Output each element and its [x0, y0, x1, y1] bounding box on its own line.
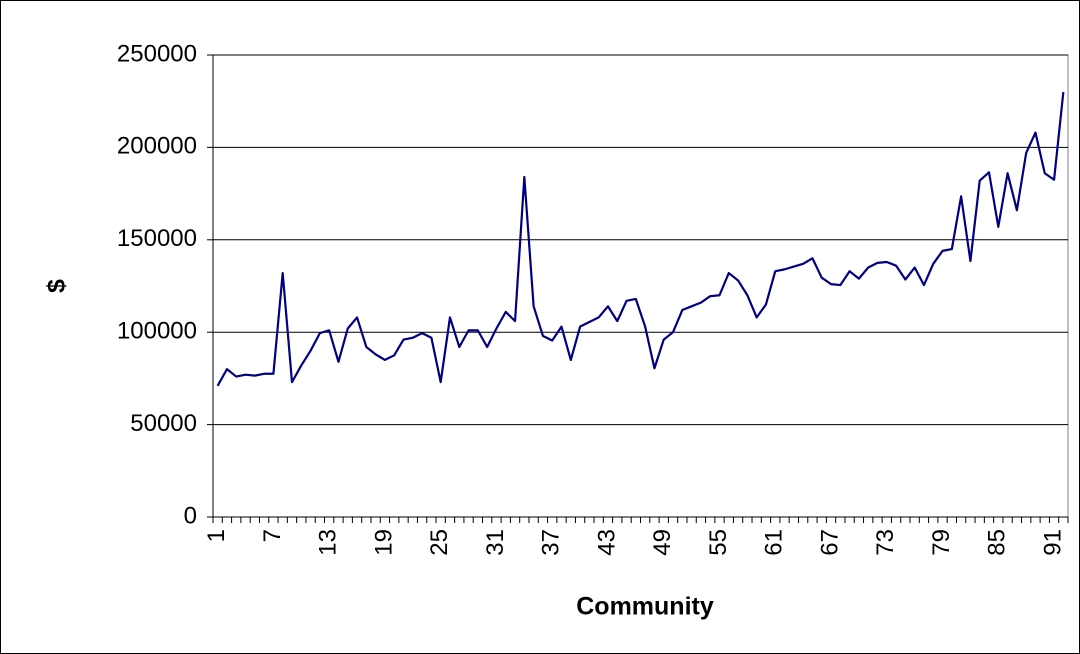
line	[216, 91, 1065, 387]
x-tick-label: 7	[259, 529, 286, 542]
x-tick-label: 85	[984, 529, 1011, 556]
x-tick-label: 37	[538, 529, 565, 556]
y-tick-label: 50000	[130, 410, 197, 437]
y-tick-label: 150000	[117, 225, 197, 252]
x-tick-label: 73	[872, 529, 899, 556]
x-tick-label: 55	[705, 529, 732, 556]
y-tick-label: 250000	[117, 40, 197, 67]
x-tick-label: 25	[426, 529, 453, 556]
y-tick-label: 100000	[117, 318, 197, 345]
x-tick-label: 13	[315, 529, 342, 556]
y-tick-label: 200000	[117, 133, 197, 160]
x-tick-label: 79	[928, 529, 955, 556]
x-tick-label: 43	[593, 529, 620, 556]
x-axis-label: Community	[576, 593, 714, 621]
y-axis-label: $	[43, 279, 71, 293]
x-tick-label: 67	[816, 529, 843, 556]
plot-area	[212, 54, 1069, 518]
x-tick-label: 19	[370, 529, 397, 556]
x-tick-label: 91	[1039, 529, 1066, 556]
x-tick-label: 61	[761, 529, 788, 556]
x-tick-label: 31	[482, 529, 509, 556]
y-tick-label: 0	[184, 502, 197, 529]
x-tick-label: 1	[203, 529, 230, 542]
x-tick-label: 49	[649, 529, 676, 556]
